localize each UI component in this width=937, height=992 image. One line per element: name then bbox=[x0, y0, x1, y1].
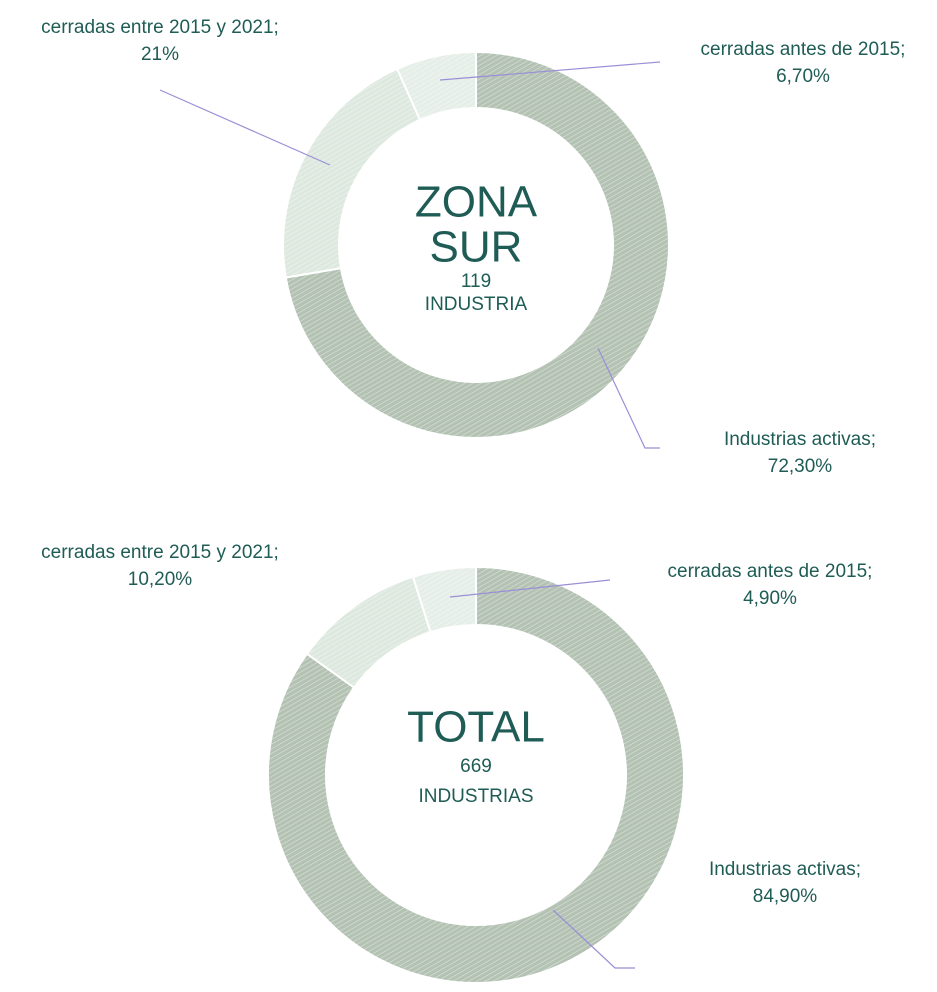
center-title: SUR bbox=[430, 223, 523, 272]
value-label: 84,90% bbox=[753, 886, 818, 907]
segment-hatch bbox=[306, 576, 431, 688]
category-label: cerradas entre 2015 y 2021; bbox=[41, 542, 279, 563]
leader-line bbox=[439, 61, 661, 81]
value-label: 4,90% bbox=[743, 588, 797, 609]
center-number: 119 bbox=[461, 271, 491, 292]
category-label: cerradas antes de 2015; bbox=[701, 39, 906, 60]
value-label: 21% bbox=[141, 44, 179, 65]
leader-line bbox=[449, 579, 611, 598]
value-label: 6,70% bbox=[776, 66, 830, 87]
category-label: Industrias activas; bbox=[724, 429, 876, 450]
category-label: cerradas entre 2015 y 2021; bbox=[41, 17, 279, 38]
segment-hatch bbox=[397, 52, 476, 120]
leader-line bbox=[159, 89, 331, 166]
center-title: TOTAL bbox=[407, 703, 545, 752]
value-label: 10,20% bbox=[128, 569, 193, 590]
center-label: INDUSTRIA bbox=[425, 294, 528, 315]
leader-line bbox=[597, 347, 660, 449]
segment-hatch bbox=[412, 567, 476, 633]
center-number: 669 bbox=[460, 756, 492, 777]
leader-line bbox=[552, 909, 635, 969]
center-label: INDUSTRIAS bbox=[418, 786, 533, 807]
category-label: cerradas antes de 2015; bbox=[668, 561, 873, 582]
category-label: Industrias activas; bbox=[709, 859, 861, 880]
value-label: 72,30% bbox=[768, 456, 833, 477]
segment-hatch bbox=[283, 68, 421, 278]
center-title: ZONA bbox=[415, 178, 538, 227]
